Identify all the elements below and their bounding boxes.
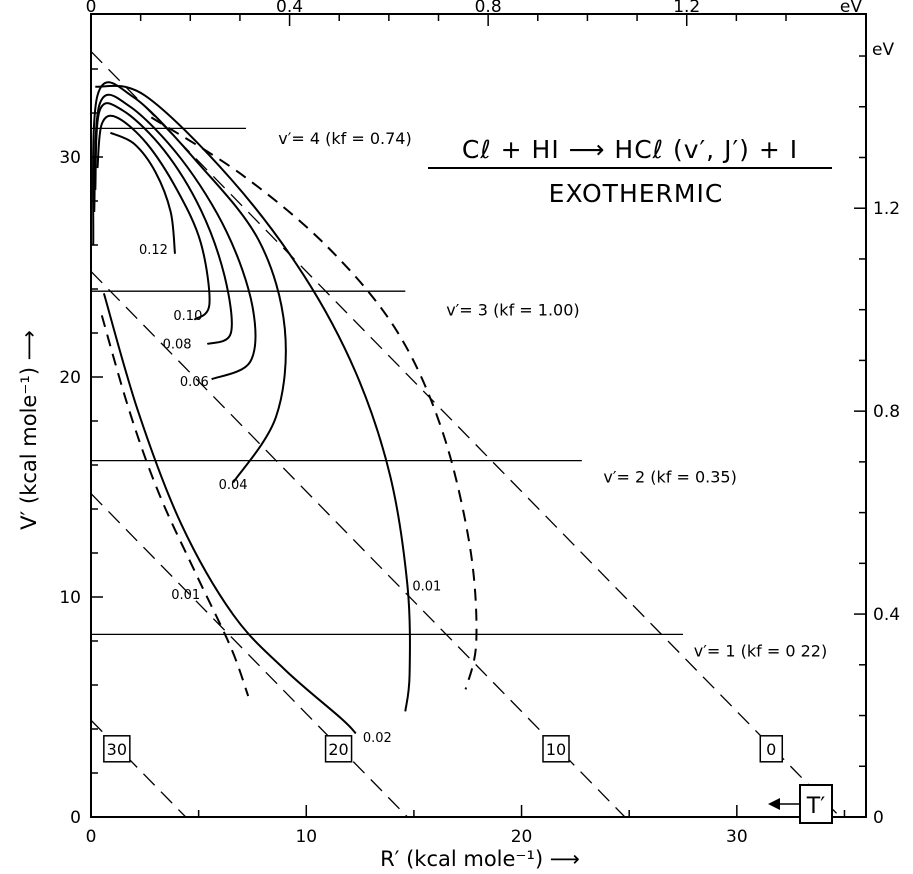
translational-box: [324, 735, 353, 763]
contour-label: 0.02: [363, 731, 392, 746]
x-tick-label: 30: [726, 827, 748, 847]
vibrational-level-label: v′= 2 (kf = 0.35): [603, 468, 736, 487]
chart-title-line1: Cℓ + HI ⟶ HCℓ (v′, J′) + I: [462, 135, 798, 164]
ticks-layer: 0 10 20 30 0 10 20 30 0 0.4 0.8 1.2 eV 0 0.4 0.8 1.2 eV: [59, 0, 900, 847]
x-tick-label: 0: [86, 827, 97, 847]
right-tick-label: 0: [873, 808, 884, 828]
contour-line: [92, 81, 287, 484]
right-tick-label: 1.2: [873, 199, 900, 219]
contour-label: 0.08: [163, 337, 192, 352]
contour-label: 0.01: [412, 579, 441, 594]
legend-arrow-head: [768, 798, 780, 810]
contour-line: [102, 293, 357, 735]
contour-line: [94, 102, 233, 345]
contour-line: [93, 93, 257, 381]
contours: [92, 81, 478, 735]
translational-label: 0: [766, 740, 776, 759]
translational-box: [542, 735, 570, 763]
chart-title-line2: EXOTHERMIC: [549, 179, 724, 208]
y-axis-label: V′ (kcal mole⁻¹) ⟶: [17, 330, 41, 530]
top-tick-label: 0: [86, 0, 97, 17]
translational-line: [91, 270, 626, 817]
translational-line: [91, 493, 408, 817]
right-axis-unit: eV: [872, 40, 894, 60]
translational-box: [759, 735, 784, 763]
top-tick-label: 1.2: [673, 0, 700, 17]
x-tick-label: 20: [511, 827, 533, 847]
y-tick-label: 30: [59, 148, 81, 168]
legend-label: T′: [806, 794, 825, 819]
top-tick-label: 0.8: [475, 0, 502, 17]
translational-line: [91, 50, 841, 817]
translational-lines: [91, 50, 841, 817]
plot-frame: [90, 13, 867, 818]
contour-label: 0.06: [180, 375, 209, 390]
translational-label: 10: [546, 740, 566, 759]
translational-label: 20: [328, 740, 348, 759]
contour-line: [150, 116, 478, 690]
contour-line: [100, 315, 250, 697]
contour-line: [95, 84, 411, 712]
contour-label: 0.12: [139, 243, 168, 258]
contour-label: 0.01: [171, 588, 200, 603]
legend-box: [799, 784, 833, 824]
translational-box: [103, 735, 131, 763]
y-tick-label: 20: [59, 368, 81, 388]
contour-line: [109, 131, 176, 254]
contour-line: [96, 114, 211, 321]
y-tick-label: 0: [70, 808, 81, 828]
contour-label: 0.04: [219, 478, 248, 493]
labels-layer: 30 20 10 0 v′= 4 (kf = 0.74) v′= 3 (kf = 1.00…: [103, 129, 827, 763]
x-tick-label: 10: [295, 827, 317, 847]
right-tick-label: 0.8: [873, 402, 900, 422]
vibrational-level-label: v′= 3 (kf = 1.00): [446, 300, 579, 319]
right-tick-label: 0.4: [873, 605, 900, 625]
translational-label: 30: [107, 740, 127, 759]
x-axis-label: R′ (kcal mole⁻¹) ⟶: [380, 847, 580, 871]
vibrational-level-label: v′= 4 (kf = 0.74): [278, 129, 411, 148]
top-axis-unit: eV: [840, 0, 862, 17]
vibrational-level-label: v′= 1 (kf = 0 22): [694, 641, 827, 660]
contour-label: 0.10: [173, 309, 202, 324]
y-tick-label: 10: [59, 588, 81, 608]
top-tick-label: 0.4: [276, 0, 303, 17]
translational-line: [91, 719, 187, 817]
